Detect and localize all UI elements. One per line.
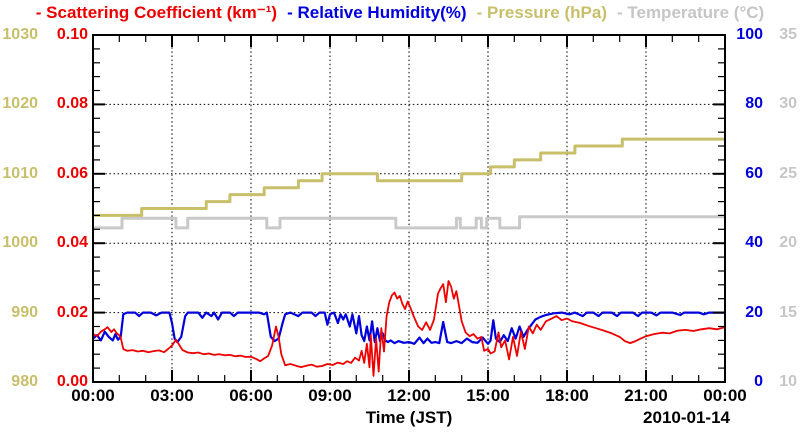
time-axis-tick: 12:00 <box>387 386 431 405</box>
time-axis-tick: 06:00 <box>229 386 273 405</box>
chart-legend: - Scattering Coefficient (km⁻¹) - Relativ… <box>0 3 800 23</box>
temperature-axis-tick: 15 <box>779 303 797 321</box>
pressure-axis-tick: 1000 <box>2 234 38 252</box>
time-axis-tick: 09:00 <box>308 386 352 405</box>
legend-item-pressure: - Pressure (hPa) <box>476 3 607 22</box>
time-axis-tick: 00:00 <box>703 386 747 405</box>
time-axis-tick: 18:00 <box>545 386 589 405</box>
scattering-axis-tick: 0.06 <box>56 164 88 182</box>
time-axis-tick: 03:00 <box>150 386 194 405</box>
scattering-axis-tick: 0.00 <box>56 373 88 390</box>
humidity-axis-tick: 80 <box>745 95 763 113</box>
scattering-axis-tick: 0.02 <box>56 303 88 321</box>
time-axis-tick: 21:00 <box>624 386 668 405</box>
legend-item-scattering: - Scattering Coefficient (km⁻¹) <box>35 3 278 22</box>
pressure-axis-tick: 1010 <box>2 164 38 182</box>
pressure-axis-tick: 1020 <box>2 95 38 113</box>
date-label: 2010-01-14 <box>643 408 730 427</box>
temperature-axis-tick: 20 <box>779 234 797 252</box>
scattering-axis-tick: 0.10 <box>56 26 88 43</box>
temperature-axis-tick: 25 <box>779 164 797 182</box>
scattering-axis-tick: 0.04 <box>56 234 88 252</box>
pressure-axis-tick: 990 <box>11 303 38 321</box>
pressure-axis-tick: 1030 <box>2 26 38 43</box>
legend-item-humidity: - Relative Humidity(%) <box>287 3 467 22</box>
humidity-axis-tick: 60 <box>745 164 763 182</box>
humidity-axis-tick: 40 <box>745 234 763 252</box>
humidity-axis-tick: 20 <box>745 303 763 321</box>
temperature-axis-tick: 10 <box>779 373 797 390</box>
temperature-axis-tick: 35 <box>779 26 797 43</box>
legend-item-temperature: - Temperature (°C) <box>616 3 765 22</box>
x-axis-title: Time (JST) <box>365 408 453 427</box>
pressure-axis-tick: 980 <box>11 373 38 390</box>
scattering-axis-tick: 0.08 <box>56 95 88 113</box>
time-axis-tick: 15:00 <box>466 386 510 405</box>
humidity-axis-tick: 0 <box>754 373 763 390</box>
temperature-axis-tick: 30 <box>779 95 797 113</box>
time-axis-tick: 00:00 <box>71 386 115 405</box>
humidity-axis-tick: 100 <box>736 26 763 43</box>
